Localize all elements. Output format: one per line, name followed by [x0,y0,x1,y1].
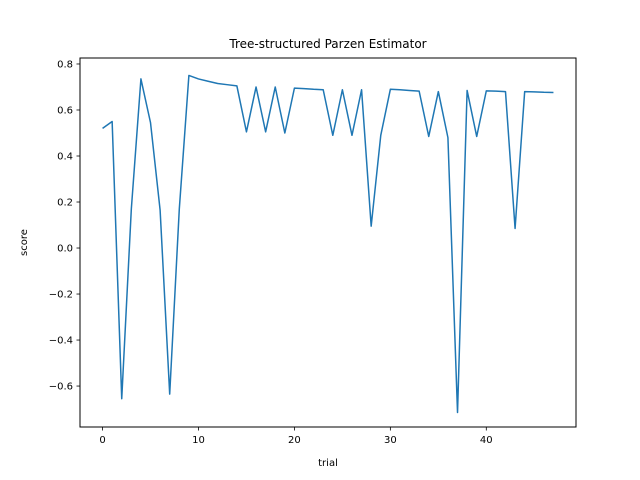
y-tick-label: 0.6 [57,105,73,116]
y-axis-label: score [19,229,30,256]
series-layer [102,74,554,414]
x-tick-label: 0 [99,435,105,446]
y-tick-label: 0.8 [57,59,73,70]
series-line [102,74,554,414]
y-tick-label: −0.6 [49,382,73,393]
x-tick-label: 40 [480,435,493,446]
y-tick-label: 0.4 [57,152,73,163]
y-axis-ticks: −0.6 −0.4 −0.2 0.0 0.2 0.4 0.6 0.8 [49,59,80,393]
y-tick-label: −0.2 [49,290,73,301]
x-axis-label: trial [318,458,338,469]
x-axis-ticks: 0 10 20 30 40 [99,427,493,446]
plot-frame [79,57,577,428]
x-tick-label: 10 [192,435,205,446]
y-tick-label: −0.4 [49,336,73,347]
x-tick-label: 20 [288,435,301,446]
y-tick-label: 0.0 [57,244,73,255]
x-tick-label: 30 [384,435,397,446]
y-tick-label: 0.2 [57,198,73,209]
chart-title: Tree-structured Parzen Estimator [228,37,426,51]
